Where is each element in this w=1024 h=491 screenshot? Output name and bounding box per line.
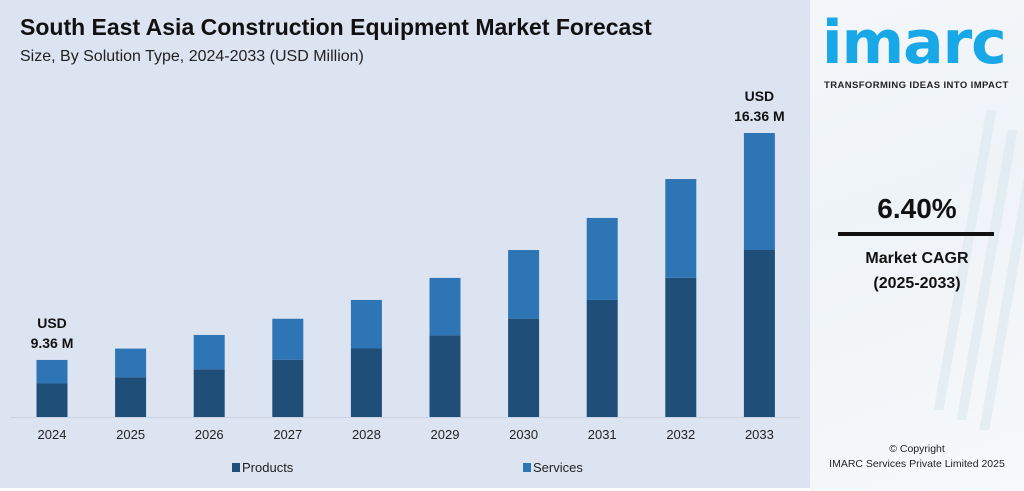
- chart-subtitle: Size, By Solution Type, 2024-2033 (USD M…: [20, 48, 364, 65]
- x-tick-label: 2030: [509, 427, 538, 442]
- x-tick-label: 2024: [38, 427, 67, 442]
- chart-panel: South East Asia Construction Equipment M…: [0, 0, 810, 491]
- bar-services-2024: [36, 359, 68, 384]
- copyright-line2: IMARC Services Private Limited 2025: [829, 458, 1005, 470]
- x-tick-label: 2031: [588, 427, 617, 442]
- bar-services-2026: [193, 334, 225, 370]
- bar-services-2032: [665, 179, 697, 278]
- bar-products-2030: [508, 318, 540, 417]
- copyright-line1: © Copyright: [889, 443, 945, 455]
- x-tick-label: 2028: [352, 427, 381, 442]
- x-tick-label: 2027: [273, 427, 302, 442]
- stacked-bar-chart: 2024 USD 9.36 M 2025 2026 2027 2028 2029 2030 203…: [10, 88, 800, 475]
- bar-services-2030: [508, 250, 540, 319]
- data-label-2024-line2: 9.36 M: [31, 335, 74, 351]
- bar-products-2028: [350, 348, 382, 417]
- x-tick-label: 2029: [431, 427, 460, 442]
- x-tick-label: 2033: [745, 427, 774, 442]
- x-tick-label: 2026: [195, 427, 224, 442]
- logo-tagline: TRANSFORMING IDEAS INTO IMPACT: [824, 80, 1009, 91]
- bar-products-2033: [743, 250, 775, 417]
- bar-services-2031: [586, 217, 618, 300]
- bar-products-2032: [665, 277, 697, 417]
- cagr-period: (2025-2033): [873, 275, 961, 292]
- bar-products-2029: [429, 335, 461, 417]
- bar-products-2026: [193, 369, 225, 417]
- bar-services-2029: [429, 277, 461, 336]
- bar-services-2025: [115, 348, 147, 378]
- legend-swatch-products: [232, 463, 240, 472]
- x-tick-label: 2025: [116, 427, 145, 442]
- legend-label-products: Products: [242, 460, 294, 475]
- bar-products-2025: [115, 377, 147, 417]
- bar-products-2031: [586, 299, 618, 417]
- chart-title: South East Asia Construction Equipment M…: [20, 14, 652, 40]
- cagr-divider: [838, 232, 994, 236]
- bar-products-2027: [272, 359, 304, 417]
- imarc-logo: imarc: [822, 8, 1007, 78]
- legend-label-services: Services: [533, 460, 583, 475]
- x-tick-label: 2032: [666, 427, 695, 442]
- data-label-2033-line1: USD: [745, 88, 775, 104]
- bar-services-2027: [272, 318, 304, 360]
- bar-services-2033: [743, 133, 775, 251]
- data-label-2024-line1: USD: [37, 315, 67, 331]
- legend-swatch-services: [523, 463, 531, 472]
- cagr-value: 6.40%: [877, 193, 957, 224]
- cagr-label: Market CAGR: [865, 250, 969, 267]
- cagr-label-block: Market CAGR (2025-2033): [810, 246, 1024, 296]
- data-label-2033-line2: 16.36 M: [734, 108, 785, 124]
- bar-products-2024: [36, 383, 68, 417]
- info-sidebar: imarc TRANSFORMING IDEAS INTO IMPACT 6.4…: [810, 0, 1024, 491]
- copyright: © Copyright IMARC Services Private Limit…: [810, 442, 1024, 472]
- bar-services-2028: [350, 299, 382, 349]
